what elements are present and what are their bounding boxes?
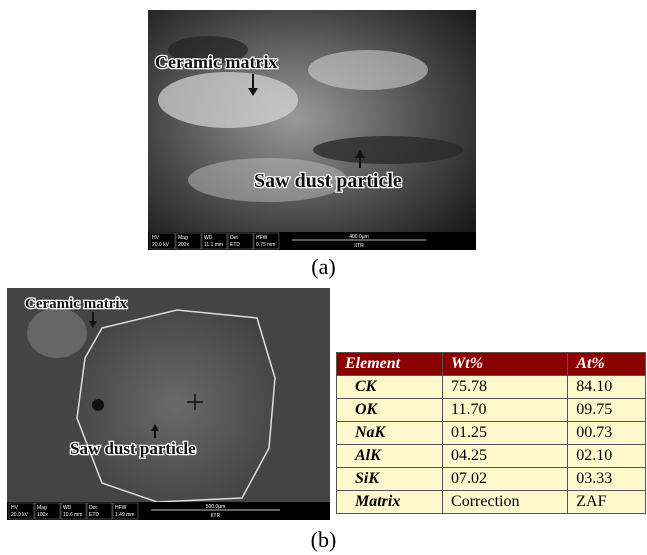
annotation: Saw dust particle: [254, 170, 402, 192]
table-cell: 75.78: [443, 376, 568, 399]
bar-field-name: HV: [11, 505, 19, 511]
page: Ceramic matrix Saw dust particle HV20.0 …: [0, 0, 647, 555]
annotation: Ceramic matrix: [155, 52, 277, 72]
bar-field-name: WD: [63, 505, 72, 511]
annotation: Saw dust particle: [70, 439, 196, 458]
lab-label: IITR: [211, 513, 221, 519]
bar-field-name: Det: [89, 505, 97, 511]
table-cell: 02.10: [568, 445, 646, 468]
bar-field-value: 200x: [178, 242, 189, 248]
scale-label: 400.0µm: [349, 234, 369, 240]
bar-field-value: 1.49 mm: [115, 512, 134, 518]
bar-field-value: 100x: [37, 512, 48, 518]
annotation: Ceramic matrix: [25, 296, 128, 312]
header-cell: Element: [337, 353, 443, 376]
sem-image-b: Ceramic matrix Saw dust particle HV20.0 …: [7, 288, 330, 520]
bar-field-value: ETD: [89, 512, 99, 518]
header-cell: Wt%: [443, 353, 568, 376]
scale-label: 500.0µm: [206, 504, 226, 510]
bar-field-value: ETD: [230, 242, 240, 248]
table-cell: 84.10: [568, 376, 646, 399]
table-cell: SiK: [337, 468, 443, 491]
table-cell: 11.70: [443, 399, 568, 422]
bar-field-value: 11.1 mm: [204, 242, 223, 248]
bar-field-name: HV: [152, 235, 160, 241]
caption: (b): [0, 527, 647, 553]
bar-field-name: Mag: [37, 505, 47, 511]
table-cell: Matrix: [337, 491, 443, 514]
table-cell: 03.33: [568, 468, 646, 491]
header-cell: At%: [568, 353, 646, 376]
bar-field-name: HFW: [256, 235, 268, 241]
table-cell: Correction: [443, 491, 568, 514]
sem-image-a: Ceramic matrix Saw dust particle HV20.0 …: [148, 10, 476, 250]
bar-field-name: Det: [230, 235, 238, 241]
table-cell: 07.02: [443, 468, 568, 491]
table-cell: 04.25: [443, 445, 568, 468]
bar-field-name: WD: [204, 235, 213, 241]
bar-field-value: 10.6 mm: [63, 512, 82, 518]
bar-field-name: Mag: [178, 235, 188, 241]
bar-field-value: 20.0 kV: [152, 242, 170, 248]
bar-bg: [7, 502, 330, 520]
table-cell: OK: [337, 399, 443, 422]
table-cell: 01.25: [443, 422, 568, 445]
table-cell: 00.73: [568, 422, 646, 445]
bar-field-value: 0.75 mm: [256, 242, 275, 248]
table-cell: CK: [337, 376, 443, 399]
bar-field-name: HFW: [115, 505, 127, 511]
table-cell: 09.75: [568, 399, 646, 422]
particle: [77, 310, 275, 502]
table-cell: AlK: [337, 445, 443, 468]
table-cell: NaK: [337, 422, 443, 445]
table-cell: ZAF: [568, 491, 646, 514]
lab-label: IITR: [354, 243, 364, 249]
bar-bg: [148, 232, 476, 250]
bar-field-value: 20.0 kV: [11, 512, 29, 518]
caption: (a): [0, 254, 647, 280]
